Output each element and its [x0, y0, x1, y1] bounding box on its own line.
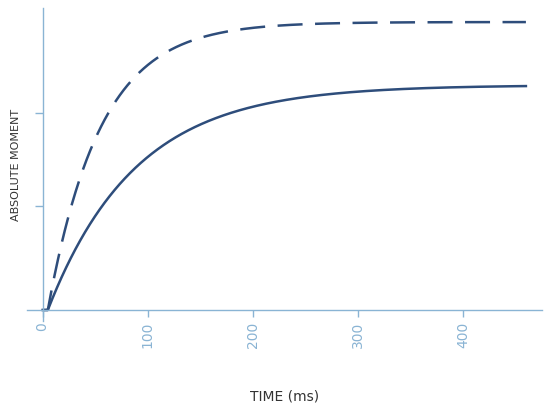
Y-axis label: ABSOLUTE MOMENT: ABSOLUTE MOMENT [11, 109, 21, 221]
X-axis label: TIME (ms): TIME (ms) [250, 390, 319, 404]
